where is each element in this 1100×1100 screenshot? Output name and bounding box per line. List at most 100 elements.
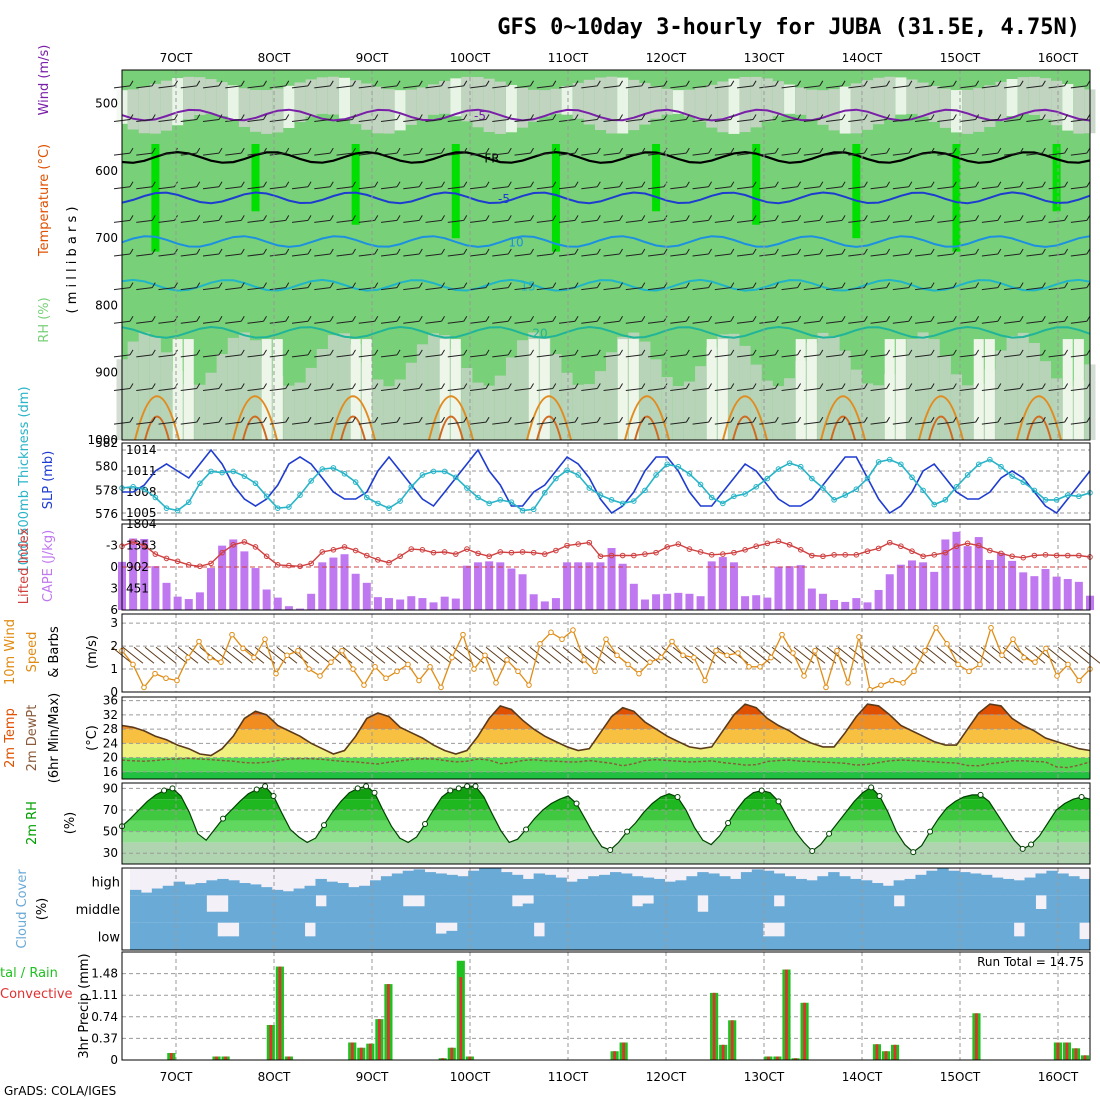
wind-barb bbox=[247, 320, 264, 324]
wind-barb bbox=[737, 253, 754, 257]
wind-speed-marker bbox=[427, 663, 433, 670]
cloud-cell bbox=[893, 906, 906, 923]
wind-barb bbox=[307, 147, 312, 154]
wind-barb bbox=[975, 215, 980, 221]
wind-barb bbox=[329, 215, 334, 221]
wind-barb bbox=[447, 186, 464, 190]
wind-barb bbox=[708, 147, 713, 154]
cloud-cell bbox=[653, 922, 666, 950]
cloud-cell bbox=[610, 895, 622, 923]
rh-low-column bbox=[327, 335, 339, 440]
wind-barb bbox=[1064, 416, 1069, 423]
wind-barb bbox=[797, 383, 802, 389]
thickness-marker bbox=[920, 487, 926, 494]
cape-ylabel: CAPE (J/kg) bbox=[41, 530, 56, 602]
rh-low-column bbox=[383, 386, 395, 440]
wind-barb bbox=[336, 219, 353, 223]
rh-low-column bbox=[839, 350, 851, 440]
thickness-marker bbox=[708, 494, 715, 501]
wind-barb bbox=[1026, 287, 1043, 291]
cloud-cell bbox=[1002, 878, 1015, 896]
wind-barb bbox=[952, 80, 957, 87]
li-marker bbox=[820, 553, 826, 560]
rh-low-column bbox=[161, 352, 173, 440]
rh-marker bbox=[624, 828, 631, 835]
wind-barb bbox=[314, 320, 331, 324]
cloud-cell bbox=[391, 873, 404, 896]
wind-speed-marker bbox=[174, 677, 180, 684]
wind-barb bbox=[803, 219, 820, 223]
wind-barb bbox=[263, 349, 267, 356]
li-marker bbox=[241, 539, 248, 545]
wind-barb bbox=[336, 320, 353, 324]
wind-barb bbox=[641, 248, 646, 255]
thickness-marker bbox=[831, 497, 837, 503]
cloud-cell bbox=[620, 873, 633, 896]
wind-barb bbox=[937, 388, 954, 392]
wind-barb bbox=[425, 118, 442, 122]
cloud-cell bbox=[446, 895, 458, 923]
wind-barb bbox=[285, 248, 290, 255]
wind-barb bbox=[1019, 416, 1024, 423]
li-marker bbox=[775, 538, 782, 545]
wind-speed-marker bbox=[911, 668, 917, 675]
wind-speed-marker bbox=[570, 627, 576, 633]
wind-barb bbox=[174, 282, 178, 288]
wind-barb bbox=[202, 320, 220, 324]
rh-upper-column bbox=[205, 79, 217, 114]
wind-barb bbox=[352, 316, 356, 322]
rh-upper-column bbox=[383, 89, 395, 134]
wind-barb bbox=[781, 152, 798, 156]
wind-barb bbox=[892, 287, 909, 291]
wind-speed-marker bbox=[482, 652, 488, 659]
rh-upper-column bbox=[962, 89, 974, 134]
wind-barb bbox=[507, 416, 512, 423]
cape-bar bbox=[1074, 581, 1083, 610]
wind-barb bbox=[342, 646, 364, 664]
wind-barb bbox=[1041, 316, 1046, 322]
cape-bar bbox=[440, 596, 449, 610]
rh-marker bbox=[253, 786, 260, 793]
cloud-cell bbox=[391, 895, 404, 923]
wind-barb bbox=[581, 85, 598, 89]
rh-marker bbox=[927, 828, 934, 835]
wind-barb bbox=[959, 186, 976, 190]
wind-barb bbox=[352, 383, 356, 389]
wind-barb bbox=[886, 349, 891, 356]
cloud-cell bbox=[631, 876, 644, 896]
wind-barb bbox=[737, 320, 754, 324]
wind-barb bbox=[581, 219, 598, 223]
wind-barb bbox=[981, 287, 998, 291]
wind-barb bbox=[1019, 248, 1024, 255]
rh-low-column bbox=[1017, 332, 1029, 440]
cloud-cell bbox=[566, 922, 578, 950]
rh-low-column bbox=[472, 382, 484, 440]
rh-dry-column bbox=[172, 339, 183, 440]
wind-barb bbox=[915, 219, 932, 223]
wind-barb bbox=[380, 320, 398, 324]
wind-barb bbox=[1070, 152, 1087, 156]
wind-barb bbox=[291, 219, 309, 223]
rh-marker bbox=[910, 849, 917, 856]
wind-barb bbox=[908, 316, 913, 322]
rh-dry-column bbox=[706, 339, 717, 440]
wind-barb bbox=[247, 388, 264, 392]
wind-barb bbox=[196, 114, 201, 120]
rh-upper-column bbox=[683, 89, 695, 117]
wind-barb bbox=[375, 646, 397, 664]
wind-barb bbox=[530, 80, 534, 87]
wind-barb bbox=[886, 114, 891, 120]
wind-barb bbox=[685, 383, 690, 389]
cloud-cell bbox=[293, 888, 306, 896]
cloud-cell bbox=[370, 895, 382, 923]
wind-barb bbox=[937, 186, 954, 190]
wind-barb bbox=[730, 80, 735, 87]
cloud-cell bbox=[850, 922, 862, 950]
wind-barb bbox=[536, 118, 553, 122]
wind-barb bbox=[981, 186, 998, 190]
wind-barb bbox=[752, 181, 757, 187]
wind-barb bbox=[670, 85, 687, 89]
wind-barb bbox=[463, 349, 468, 356]
li-marker bbox=[742, 547, 748, 553]
wind-barb bbox=[886, 181, 891, 187]
